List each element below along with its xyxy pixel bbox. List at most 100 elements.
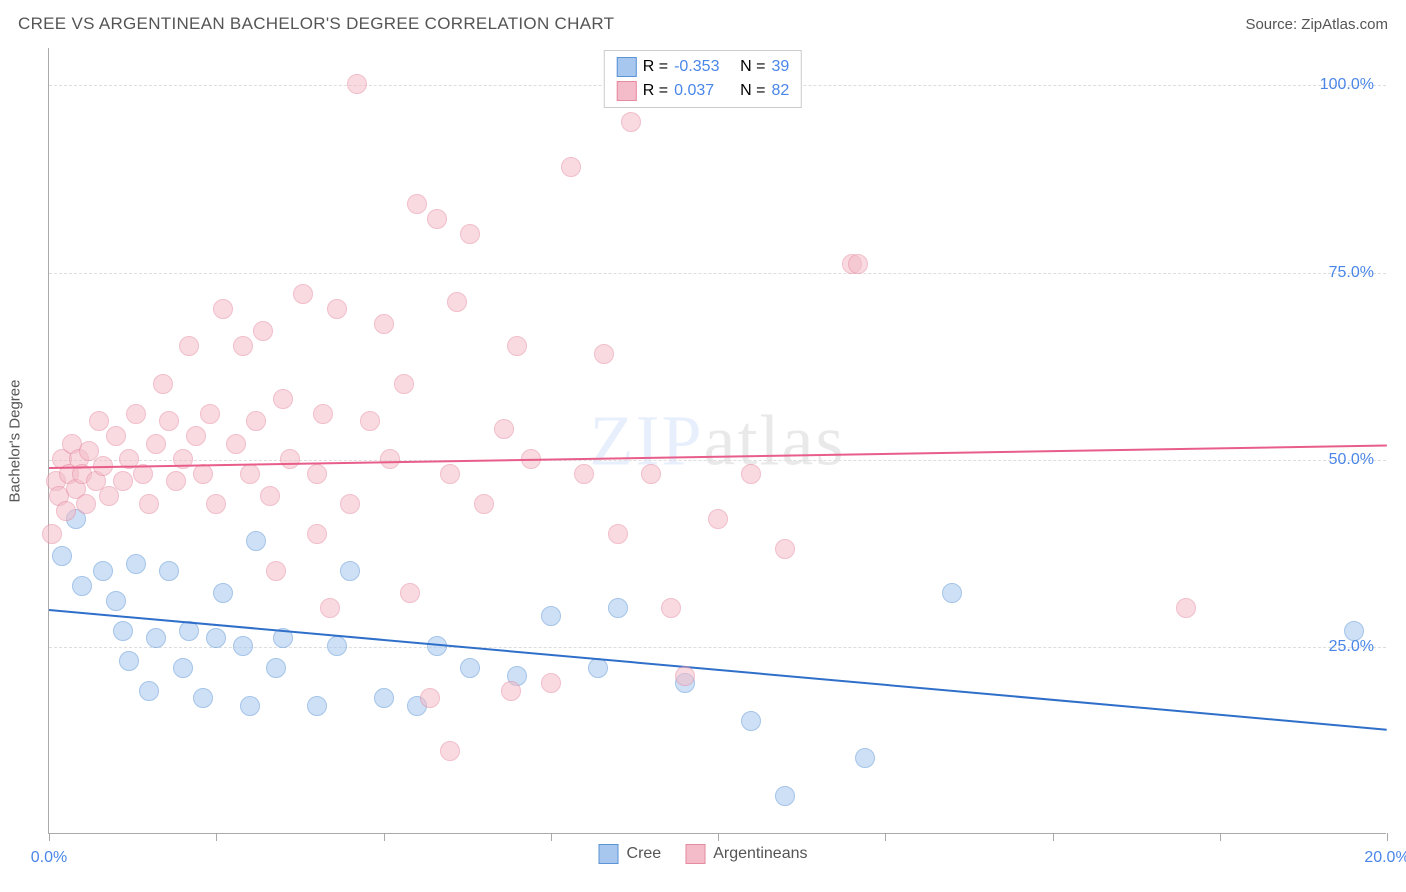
trend-line — [49, 445, 1387, 469]
legend-label: Cree — [627, 845, 662, 863]
y-tick-label: 75.0% — [1329, 264, 1374, 282]
data-point — [474, 494, 494, 514]
data-point — [139, 681, 159, 701]
data-point — [246, 531, 266, 551]
data-point — [708, 509, 728, 529]
x-tick — [1053, 833, 1054, 841]
data-point — [942, 583, 962, 603]
n-value-cree: 39 — [771, 55, 789, 79]
data-point — [360, 411, 380, 431]
data-point — [347, 74, 367, 94]
legend-row-cree: R = -0.353 N = 39 — [617, 55, 789, 79]
data-point — [213, 299, 233, 319]
data-point — [226, 434, 246, 454]
data-point — [159, 411, 179, 431]
data-point — [253, 321, 273, 341]
data-point — [340, 494, 360, 514]
x-tick — [216, 833, 217, 841]
data-point — [407, 194, 427, 214]
y-tick-label: 50.0% — [1329, 451, 1374, 469]
data-point — [273, 389, 293, 409]
data-point — [320, 598, 340, 618]
data-point — [89, 411, 109, 431]
data-point — [233, 336, 253, 356]
data-point — [848, 254, 868, 274]
watermark-atlas: atlas — [704, 400, 846, 480]
data-point — [775, 539, 795, 559]
data-point — [233, 636, 253, 656]
data-point — [72, 576, 92, 596]
x-tick — [718, 833, 719, 841]
data-point — [307, 696, 327, 716]
data-point — [447, 292, 467, 312]
data-point — [594, 344, 614, 364]
data-point — [93, 561, 113, 581]
data-point — [374, 314, 394, 334]
data-point — [246, 411, 266, 431]
data-point — [260, 486, 280, 506]
r-value-argentineans: 0.037 — [674, 79, 734, 103]
x-tick — [1220, 833, 1221, 841]
data-point — [173, 658, 193, 678]
chart-source: Source: ZipAtlas.com — [1245, 16, 1388, 33]
data-point — [327, 299, 347, 319]
data-point — [741, 711, 761, 731]
x-tick — [551, 833, 552, 841]
data-point — [159, 561, 179, 581]
x-tick-label: 0.0% — [31, 849, 67, 867]
chart-title: CREE VS ARGENTINEAN BACHELOR'S DEGREE CO… — [18, 14, 614, 34]
swatch-icon — [599, 844, 619, 864]
data-point — [427, 209, 447, 229]
data-point — [460, 658, 480, 678]
data-point — [394, 374, 414, 394]
data-point — [1344, 621, 1364, 641]
data-point — [541, 606, 561, 626]
data-point — [153, 374, 173, 394]
plot-area: Bachelor's Degree ZIPatlas 25.0%50.0%75.… — [48, 48, 1386, 834]
data-point — [574, 464, 594, 484]
data-point — [307, 464, 327, 484]
data-point — [494, 419, 514, 439]
data-point — [113, 621, 133, 641]
data-point — [661, 598, 681, 618]
swatch-icon — [685, 844, 705, 864]
data-point — [266, 658, 286, 678]
data-point — [775, 786, 795, 806]
data-point — [179, 336, 199, 356]
data-point — [52, 546, 72, 566]
data-point — [146, 434, 166, 454]
data-point — [400, 583, 420, 603]
gridline — [49, 273, 1386, 274]
data-point — [293, 284, 313, 304]
data-point — [608, 598, 628, 618]
data-point — [440, 741, 460, 761]
data-point — [621, 112, 641, 132]
data-point — [42, 524, 62, 544]
swatch-argentineans — [617, 81, 637, 101]
r-label: R = — [643, 55, 668, 79]
data-point — [280, 449, 300, 469]
swatch-cree — [617, 57, 637, 77]
data-point — [166, 471, 186, 491]
data-point — [460, 224, 480, 244]
data-point — [501, 681, 521, 701]
data-point — [507, 336, 527, 356]
r-label: R = — [643, 79, 668, 103]
data-point — [313, 404, 333, 424]
data-point — [561, 157, 581, 177]
data-point — [340, 561, 360, 581]
data-point — [374, 688, 394, 708]
chart-header: CREE VS ARGENTINEAN BACHELOR'S DEGREE CO… — [18, 14, 1388, 34]
data-point — [541, 673, 561, 693]
data-point — [139, 494, 159, 514]
data-point — [608, 524, 628, 544]
legend-series: CreeArgentineans — [599, 844, 808, 864]
data-point — [106, 426, 126, 446]
watermark: ZIPatlas — [590, 399, 846, 482]
data-point — [126, 404, 146, 424]
data-point — [641, 464, 661, 484]
gridline — [49, 460, 1386, 461]
data-point — [206, 628, 226, 648]
data-point — [266, 561, 286, 581]
x-tick-label: 20.0% — [1364, 849, 1406, 867]
